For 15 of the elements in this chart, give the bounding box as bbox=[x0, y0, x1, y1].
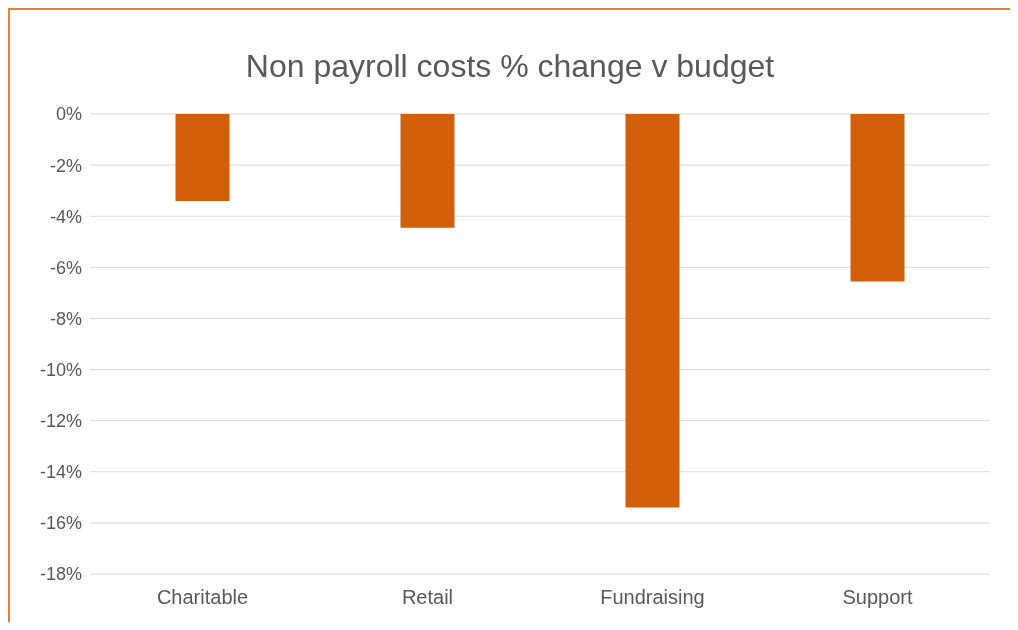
y-tick-label: -6% bbox=[49, 257, 82, 278]
y-tick-label: -8% bbox=[49, 308, 82, 329]
chart-title: Non payroll costs % change v budget bbox=[244, 47, 776, 86]
x-tick-label: Fundraising bbox=[600, 586, 705, 609]
x-tick-label: Charitable bbox=[156, 586, 249, 609]
y-tick-label: -10% bbox=[39, 359, 82, 380]
y-tick-label: 0% bbox=[55, 104, 82, 125]
y-tick-label: -14% bbox=[39, 462, 82, 483]
y-tick-label: -12% bbox=[39, 411, 82, 432]
x-tick-label: Retail bbox=[401, 586, 454, 609]
y-tick-label: -4% bbox=[49, 206, 82, 227]
y-tick-label: -16% bbox=[39, 513, 82, 534]
y-tick-label: -2% bbox=[49, 155, 82, 176]
y-tick-label: -18% bbox=[39, 564, 82, 585]
x-tick-label: Support bbox=[842, 586, 913, 609]
